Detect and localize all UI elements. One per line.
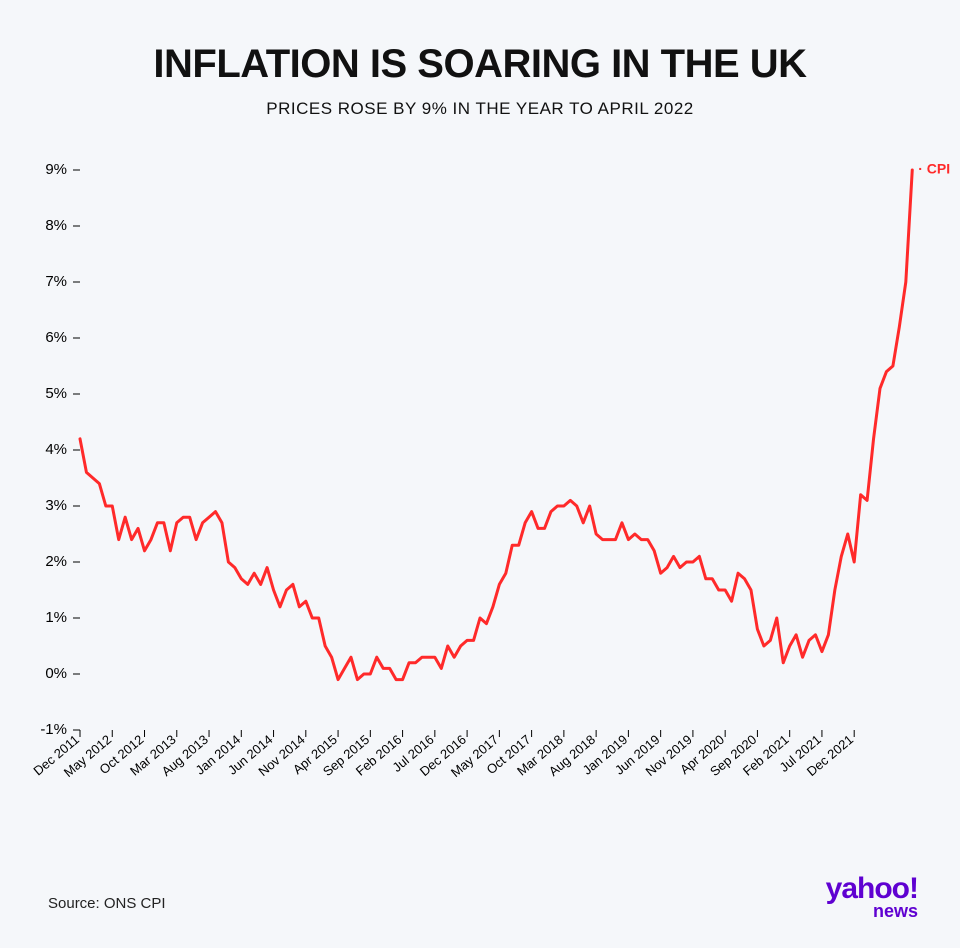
y-axis: -1% 0% 1% 2% 3% 4% 5% 6% 7% 8% 9% xyxy=(40,161,80,738)
y-tick-label: 9% xyxy=(45,161,67,178)
chart-container: -1% 0% 1% 2% 3% 4% 5% 6% 7% 8% 9% Dec 2011May 2012… xyxy=(30,160,930,820)
y-tick-label: 7% xyxy=(45,273,67,290)
cpi-series-label: · CPI xyxy=(918,161,950,177)
brand-logo: yahoo! news xyxy=(826,874,918,920)
y-tick-label: 3% xyxy=(45,497,67,514)
chart-title: INFLATION IS SOARING IN THE UK xyxy=(0,0,960,87)
y-tick-label: 8% xyxy=(45,217,67,234)
x-axis: Dec 2011May 2012Oct 2012Mar 2013Aug 2013… xyxy=(30,730,856,780)
y-tick-label: 2% xyxy=(45,553,67,570)
chart-subtitle: PRICES ROSE BY 9% IN THE YEAR TO APRIL 2… xyxy=(0,99,960,119)
y-tick-label: 6% xyxy=(45,329,67,346)
source-label: Source: ONS CPI xyxy=(48,895,166,912)
line-chart: -1% 0% 1% 2% 3% 4% 5% 6% 7% 8% 9% Dec 2011May 2012… xyxy=(30,160,930,820)
y-tick-label: 1% xyxy=(45,609,67,626)
cpi-line xyxy=(80,170,912,680)
y-tick-label: 4% xyxy=(45,441,67,458)
page-root: INFLATION IS SOARING IN THE UK PRICES RO… xyxy=(0,0,960,948)
y-tick-label: -1% xyxy=(40,721,67,738)
y-tick-label: 0% xyxy=(45,665,67,682)
y-tick-label: 5% xyxy=(45,385,67,402)
